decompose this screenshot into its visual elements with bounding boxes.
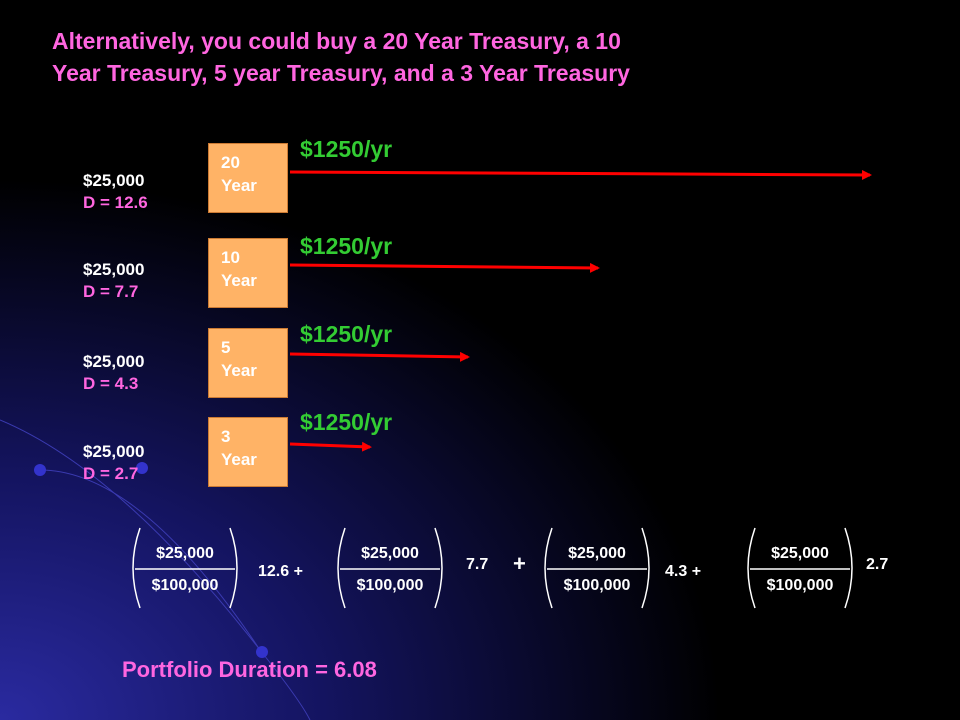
term-unit: Year xyxy=(221,360,257,380)
numerator: $25,000 xyxy=(156,545,214,562)
operator: 2.7 xyxy=(866,556,889,573)
arc xyxy=(0,419,311,720)
dot xyxy=(136,462,148,474)
duration: D = 7.7 xyxy=(83,282,139,301)
operator: + xyxy=(513,551,526,576)
dot xyxy=(34,464,46,476)
duration: D = 12.6 xyxy=(83,193,148,212)
title-line: Alternatively, you could buy a 20 Year T… xyxy=(52,28,621,54)
term-box: 5 Year xyxy=(208,328,288,398)
term: 10 xyxy=(221,248,240,267)
term-unit: Year xyxy=(221,270,257,290)
denominator: $100,000 xyxy=(356,577,424,594)
denominator: $100,000 xyxy=(766,577,834,594)
duration: D = 4.3 xyxy=(83,374,139,393)
numerator: $25,000 xyxy=(771,545,829,562)
coupon: $1250/yr xyxy=(300,136,393,162)
footer: Portfolio Duration = 6.08 xyxy=(122,657,377,682)
term-unit: Year xyxy=(221,175,257,195)
denominator: $100,000 xyxy=(151,577,219,594)
title-line: Year Treasury, 5 year Treasury, and a 3 … xyxy=(52,60,630,86)
arc xyxy=(39,469,261,651)
operator: 7.7 xyxy=(466,556,489,573)
operator: 4.3 + xyxy=(665,563,702,580)
coupon: $1250/yr xyxy=(300,409,393,435)
term-unit: Year xyxy=(221,449,257,469)
term-box: 20 Year xyxy=(208,143,288,213)
coupon: $1250/yr xyxy=(300,321,393,347)
duration: D = 2.7 xyxy=(83,464,139,483)
numerator: $25,000 xyxy=(568,545,626,562)
arrow xyxy=(289,351,470,362)
term-box: 10 Year xyxy=(208,238,288,308)
amount: $25,000 xyxy=(83,352,145,371)
term: 20 xyxy=(221,153,240,172)
operator: 12.6 + xyxy=(258,563,303,580)
numerator: $25,000 xyxy=(361,545,419,562)
amount: $25,000 xyxy=(83,442,145,461)
arrow xyxy=(289,441,372,452)
amount: $25,000 xyxy=(83,260,145,279)
denominator: $100,000 xyxy=(563,577,631,594)
term-box: 3 Year xyxy=(208,417,288,487)
term: 5 xyxy=(221,338,231,357)
arrows xyxy=(289,169,872,452)
parentheses xyxy=(132,527,853,609)
arrow xyxy=(289,169,872,180)
coupon: $1250/yr xyxy=(300,233,393,259)
dot xyxy=(256,646,268,658)
arrow xyxy=(289,262,600,273)
term: 3 xyxy=(221,427,231,446)
amount: $25,000 xyxy=(83,171,145,190)
